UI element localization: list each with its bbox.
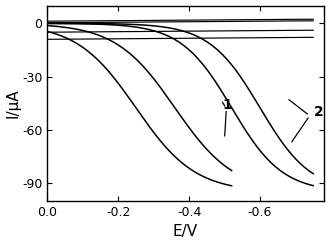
X-axis label: E/V: E/V [173,224,198,239]
Text: 2: 2 [314,105,324,119]
Y-axis label: I/μA: I/μA [6,88,20,118]
Text: 1: 1 [222,98,232,112]
